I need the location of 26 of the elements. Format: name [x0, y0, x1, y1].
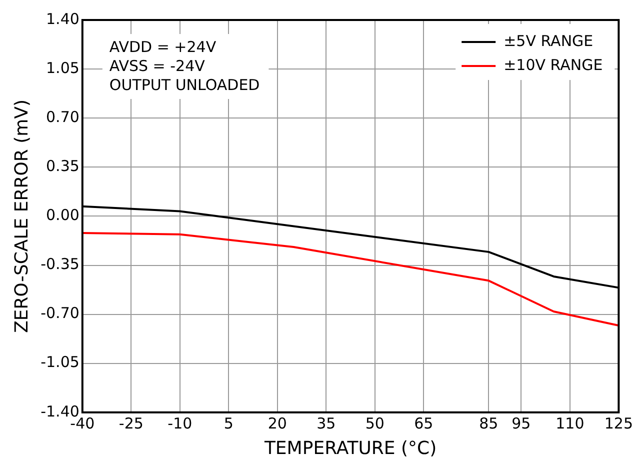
- x-tick-label: 125: [604, 414, 634, 432]
- annotation: AVSS = -24V: [109, 56, 206, 75]
- x-tick-label: 95: [512, 414, 531, 432]
- y-tick-label: 0.35: [46, 157, 80, 176]
- annotation: AVDD = +24V: [109, 38, 217, 56]
- y-tick-label: 0.00: [46, 206, 80, 224]
- x-tick-label: 5: [224, 414, 234, 432]
- x-tick-label: 20: [268, 414, 287, 432]
- x-tick-label: 110: [556, 414, 584, 432]
- legend-label: ±5V RANGE: [504, 32, 594, 50]
- x-tick-label: 50: [365, 414, 384, 432]
- y-tick-label: -1.05: [40, 353, 80, 372]
- y-tick-label: 1.05: [46, 58, 80, 77]
- y-tick-label: 1.40: [46, 10, 80, 28]
- x-axis-title: TEMPERATURE (°C): [263, 438, 437, 459]
- legend-label: ±10V RANGE: [504, 56, 603, 74]
- x-tick-label: -25: [118, 414, 144, 432]
- y-tick-label: 0.70: [46, 108, 80, 126]
- y-tick-label: -0.70: [40, 304, 80, 322]
- y-tick-label: -0.35: [40, 255, 80, 274]
- x-tick-label: 65: [414, 414, 434, 432]
- x-tick-label: -10: [168, 414, 192, 432]
- y-axis-title: ZERO-SCALE ERROR (mV): [11, 99, 32, 333]
- x-tick-label: 85: [479, 414, 498, 432]
- x-tick-label: 35: [316, 414, 336, 432]
- annotation: OUTPUT UNLOADED: [109, 76, 260, 94]
